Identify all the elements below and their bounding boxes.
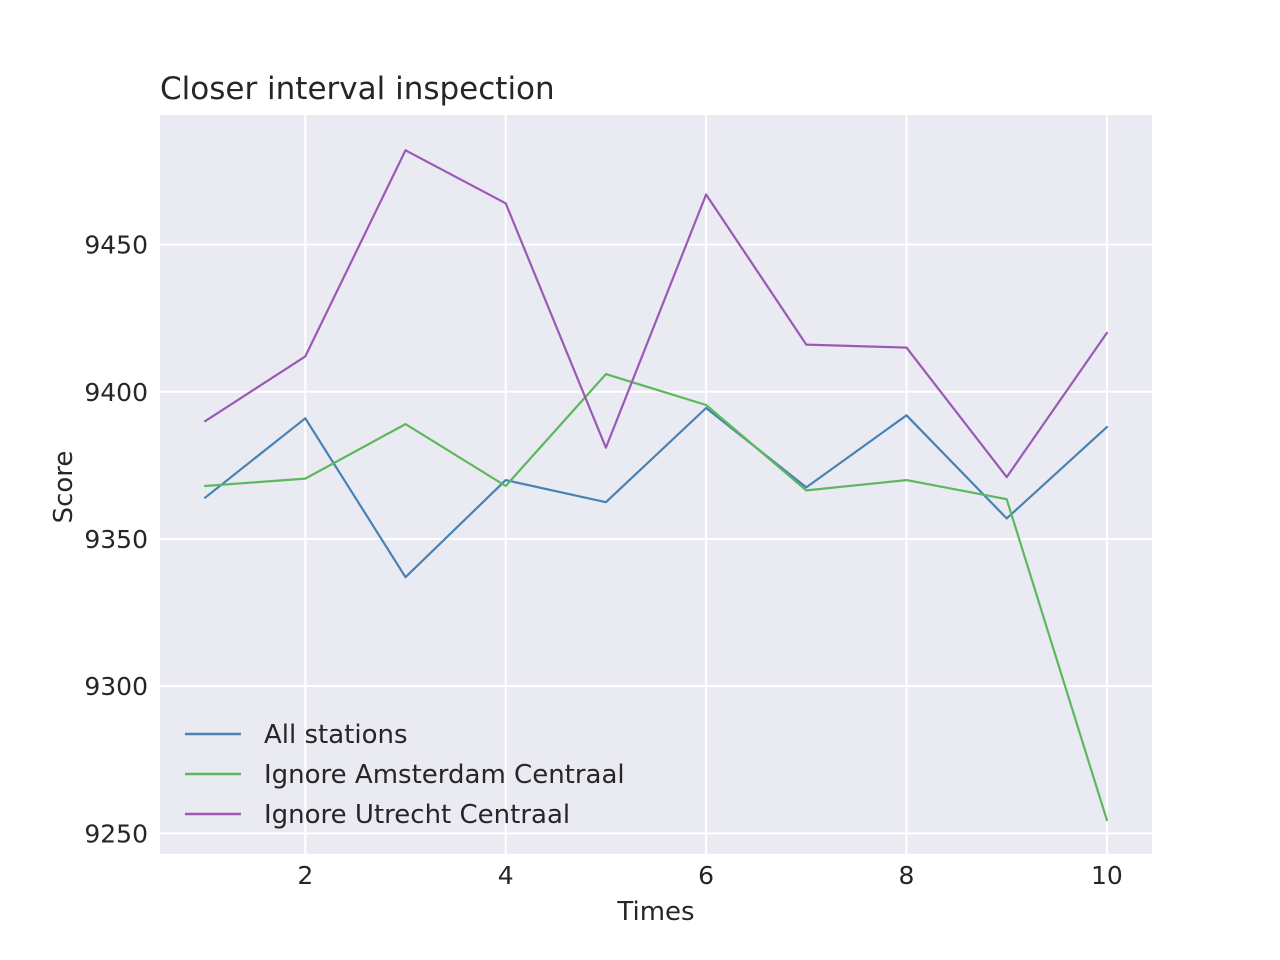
series-line-1 <box>204 406 1109 579</box>
legend-label: Ignore Utrecht Centraal <box>264 800 570 830</box>
legend: All stations Ignore Amsterdam Centraal Ign… <box>185 720 625 830</box>
x-tick-label: 4 <box>498 861 514 890</box>
series-line-2 <box>204 373 1109 822</box>
y-tick-label: 9250 <box>84 819 148 848</box>
x-tick-label: 8 <box>899 861 915 890</box>
y-tick-label: 9350 <box>84 525 148 554</box>
x-tick-labels: 2 4 6 8 10 <box>297 861 1122 890</box>
series-lines <box>204 149 1109 822</box>
y-tick-labels: 9250 9300 9350 9400 9450 <box>84 231 148 849</box>
series-line-3 <box>204 149 1109 479</box>
y-tick-label: 9450 <box>84 231 148 260</box>
plot-area <box>160 115 1152 854</box>
legend-label: Ignore Amsterdam Centraal <box>264 760 625 790</box>
x-axis-label: Times <box>616 897 694 927</box>
x-tick-label: 6 <box>698 861 714 890</box>
x-tick-label: 10 <box>1091 861 1123 890</box>
x-tick-label: 2 <box>297 861 313 890</box>
y-axis-label: Score <box>49 451 79 524</box>
y-tick-label: 9300 <box>84 672 148 701</box>
legend-label: All stations <box>264 720 408 750</box>
y-tick-label: 9400 <box>84 378 148 407</box>
chart-title: Closer interval inspection <box>160 71 555 107</box>
